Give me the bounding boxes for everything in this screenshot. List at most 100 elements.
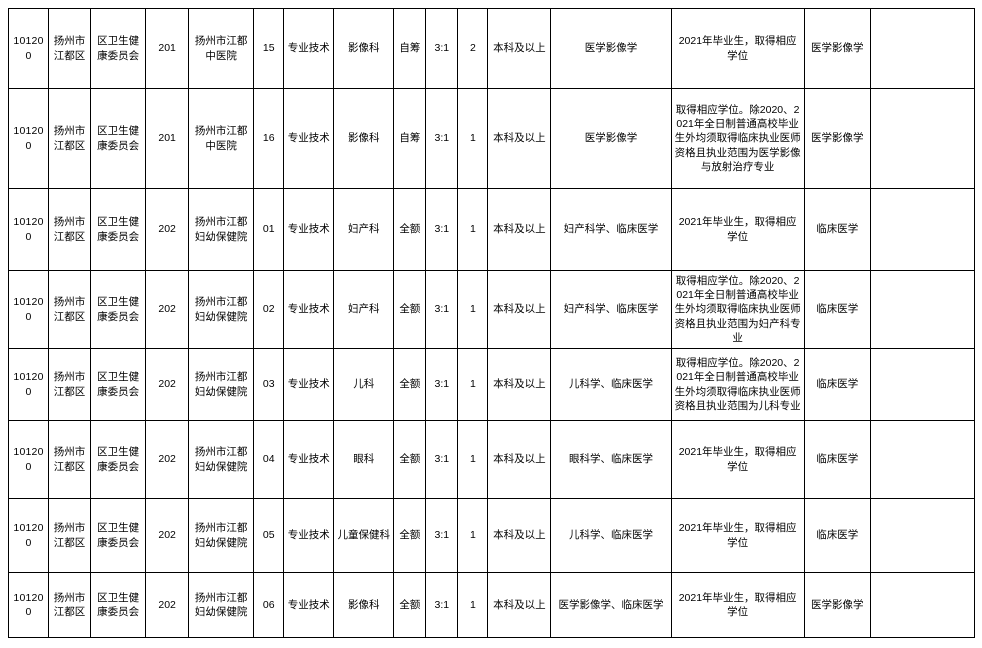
cell-category[interactable]: 专业技术 xyxy=(283,88,335,189)
cell-dept[interactable]: 区卫生健康委员会 xyxy=(90,270,147,349)
cell-education[interactable]: 本科及以上 xyxy=(487,270,552,349)
cell-code[interactable]: 101200 xyxy=(7,188,50,271)
cell-code[interactable]: 101200 xyxy=(7,420,50,499)
table-row[interactable]: 101200 扬州市江都区 区卫生健康委员会 201 扬州市江都中医院 16 专业技术 影像科… xyxy=(7,88,976,189)
cell-post-code[interactable]: 02 xyxy=(253,270,285,349)
cell-category[interactable]: 专业技术 xyxy=(283,420,335,499)
cell-other[interactable] xyxy=(869,88,976,189)
cell-exam-subject[interactable]: 临床医学 xyxy=(803,348,871,421)
table-row[interactable]: 101200 扬州市江都区 区卫生健康委员会 202 扬州市江都妇幼保健院 03 专业技术儿… xyxy=(7,348,976,421)
cell-ratio[interactable]: 3:1 xyxy=(425,270,459,349)
cell-code[interactable]: 101200 xyxy=(7,572,50,638)
table-row[interactable]: 101200 扬州市江都区 区卫生健康委员会 202 扬州市江都妇幼保健院 06 专业技术影… xyxy=(7,572,976,638)
cell-category[interactable]: 专业技术 xyxy=(283,348,335,421)
cell-unit[interactable]: 扬州市江都中医院 xyxy=(188,8,255,89)
cell-dept[interactable]: 区卫生健康委员会 xyxy=(90,572,147,638)
cell-section[interactable]: 妇产科 xyxy=(333,270,395,349)
cell-other[interactable] xyxy=(869,420,976,499)
cell-code[interactable]: 101200 xyxy=(7,498,50,573)
cell-region[interactable]: 扬州市江都区 xyxy=(48,420,92,499)
cell-education[interactable]: 本科及以上 xyxy=(487,572,552,638)
cell-major[interactable]: 医学影像学 xyxy=(550,88,672,189)
cell-count[interactable]: 1 xyxy=(457,572,489,638)
cell-remark[interactable]: 取得相应学位。除2020、2021年全日制普通高校毕业生外均须取得临床执业医师资… xyxy=(670,348,805,421)
cell-remark[interactable]: 2021年毕业生，取得相应学位 xyxy=(670,572,805,638)
cell-major[interactable]: 妇产科学、临床医学 xyxy=(550,270,672,349)
cell-section[interactable]: 儿科 xyxy=(333,348,395,421)
table-row[interactable]: 101200 扬州市江都区 区卫生健康委员会 202 扬州市江都妇幼保健院 05 专业技术儿… xyxy=(7,498,976,573)
cell-post-code[interactable]: 01 xyxy=(253,188,285,271)
cell-remark[interactable]: 取得相应学位。除2020、2021年全日制普通高校毕业生外均须取得临床执业医师资… xyxy=(670,88,805,189)
cell-section[interactable]: 眼科 xyxy=(333,420,395,499)
cell-major[interactable]: 医学影像学 xyxy=(550,8,672,89)
cell-region[interactable]: 扬州市江都区 xyxy=(48,270,92,349)
cell-education[interactable]: 本科及以上 xyxy=(487,420,552,499)
cell-dept[interactable]: 区卫生健康委员会 xyxy=(90,498,147,573)
cell-funding[interactable]: 全额 xyxy=(393,498,427,573)
cell-count[interactable]: 1 xyxy=(457,270,489,349)
cell-unit-code[interactable]: 201 xyxy=(145,8,190,89)
cell-post-code[interactable]: 06 xyxy=(253,572,285,638)
cell-remark[interactable]: 2021年毕业生，取得相应学位 xyxy=(670,420,805,499)
cell-region[interactable]: 扬州市江都区 xyxy=(48,498,92,573)
cell-exam-subject[interactable]: 临床医学 xyxy=(803,188,871,271)
cell-funding[interactable]: 全额 xyxy=(393,270,427,349)
cell-dept[interactable]: 区卫生健康委员会 xyxy=(90,188,147,271)
cell-count[interactable]: 1 xyxy=(457,88,489,189)
cell-section[interactable]: 儿童保健科 xyxy=(333,498,395,573)
cell-other[interactable] xyxy=(869,498,976,573)
cell-major[interactable]: 妇产科学、临床医学 xyxy=(550,188,672,271)
cell-dept[interactable]: 区卫生健康委员会 xyxy=(90,348,147,421)
cell-exam-subject[interactable]: 医学影像学 xyxy=(803,88,871,189)
cell-post-code[interactable]: 04 xyxy=(253,420,285,499)
cell-funding[interactable]: 自筹 xyxy=(393,8,427,89)
cell-category[interactable]: 专业技术 xyxy=(283,498,335,573)
cell-remark[interactable]: 2021年毕业生，取得相应学位 xyxy=(670,498,805,573)
cell-unit[interactable]: 扬州市江都妇幼保健院 xyxy=(188,348,255,421)
cell-post-code[interactable]: 05 xyxy=(253,498,285,573)
cell-code[interactable]: 101200 xyxy=(7,8,50,89)
cell-code[interactable]: 101200 xyxy=(7,348,50,421)
cell-education[interactable]: 本科及以上 xyxy=(487,498,552,573)
cell-exam-subject[interactable]: 医学影像学 xyxy=(803,572,871,638)
cell-category[interactable]: 专业技术 xyxy=(283,188,335,271)
cell-count[interactable]: 1 xyxy=(457,420,489,499)
cell-education[interactable]: 本科及以上 xyxy=(487,188,552,271)
cell-exam-subject[interactable]: 临床医学 xyxy=(803,498,871,573)
cell-remark[interactable]: 2021年毕业生，取得相应学位 xyxy=(670,188,805,271)
cell-count[interactable]: 1 xyxy=(457,498,489,573)
cell-category[interactable]: 专业技术 xyxy=(283,8,335,89)
table-row[interactable]: 101200 扬州市江都区 区卫生健康委员会 202 扬州市江都妇幼保健院 01 专业技术妇… xyxy=(7,188,976,271)
cell-exam-subject[interactable]: 医学影像学 xyxy=(803,8,871,89)
cell-remark[interactable]: 取得相应学位。除2020、2021年全日制普通高校毕业生外均须取得临床执业医师资… xyxy=(670,270,805,349)
cell-region[interactable]: 扬州市江都区 xyxy=(48,88,92,189)
table-row[interactable]: 101200 扬州市江都区 区卫生健康委员会 202 扬州市江都妇幼保健院 02 专业技术妇… xyxy=(7,270,976,349)
cell-unit[interactable]: 扬州市江都妇幼保健院 xyxy=(188,572,255,638)
cell-count[interactable]: 1 xyxy=(457,348,489,421)
cell-other[interactable] xyxy=(869,348,976,421)
cell-category[interactable]: 专业技术 xyxy=(283,270,335,349)
cell-section[interactable]: 影像科 xyxy=(333,8,395,89)
cell-ratio[interactable]: 3:1 xyxy=(425,348,459,421)
cell-exam-subject[interactable]: 临床医学 xyxy=(803,270,871,349)
cell-funding[interactable]: 全额 xyxy=(393,188,427,271)
cell-section[interactable]: 妇产科 xyxy=(333,188,395,271)
cell-remark[interactable]: 2021年毕业生，取得相应学位 xyxy=(670,8,805,89)
cell-unit[interactable]: 扬州市江都中医院 xyxy=(188,88,255,189)
cell-dept[interactable]: 区卫生健康委员会 xyxy=(90,88,147,189)
cell-count[interactable]: 2 xyxy=(457,8,489,89)
table-row[interactable]: 101200 扬州市江都区 区卫生健康委员会 201 扬州市江都中医院 15 专业技术 影像科… xyxy=(7,8,976,89)
cell-education[interactable]: 本科及以上 xyxy=(487,348,552,421)
cell-other[interactable] xyxy=(869,188,976,271)
cell-section[interactable]: 影像科 xyxy=(333,88,395,189)
cell-other[interactable] xyxy=(869,572,976,638)
table-row[interactable]: 101200 扬州市江都区 区卫生健康委员会 202 扬州市江都妇幼保健院 04 专业技术眼… xyxy=(7,420,976,499)
cell-dept[interactable]: 区卫生健康委员会 xyxy=(90,420,147,499)
cell-major[interactable]: 医学影像学、临床医学 xyxy=(550,572,672,638)
cell-region[interactable]: 扬州市江都区 xyxy=(48,572,92,638)
cell-unit[interactable]: 扬州市江都妇幼保健院 xyxy=(188,498,255,573)
cell-unit-code[interactable]: 202 xyxy=(145,348,190,421)
cell-unit[interactable]: 扬州市江都妇幼保健院 xyxy=(188,270,255,349)
cell-funding[interactable]: 自筹 xyxy=(393,88,427,189)
cell-region[interactable]: 扬州市江都区 xyxy=(48,348,92,421)
